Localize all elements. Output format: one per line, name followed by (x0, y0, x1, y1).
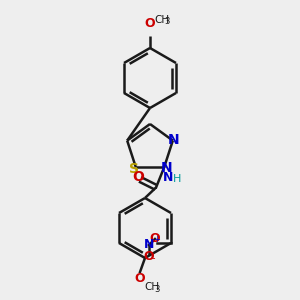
Text: -: - (152, 253, 155, 263)
Text: N: N (163, 171, 173, 184)
Text: 3: 3 (154, 286, 159, 295)
Text: CH: CH (154, 15, 169, 25)
Text: S: S (129, 162, 139, 176)
Text: N: N (168, 133, 180, 147)
Text: N: N (144, 238, 154, 251)
Text: 3: 3 (164, 17, 170, 26)
Text: CH: CH (144, 282, 159, 292)
Text: O: O (145, 17, 155, 30)
Text: O: O (144, 250, 154, 262)
Text: H: H (173, 174, 181, 184)
Text: +: + (153, 236, 160, 244)
Text: N: N (160, 161, 172, 176)
Text: O: O (150, 232, 160, 244)
Text: O: O (135, 272, 145, 284)
Text: O: O (132, 170, 144, 184)
